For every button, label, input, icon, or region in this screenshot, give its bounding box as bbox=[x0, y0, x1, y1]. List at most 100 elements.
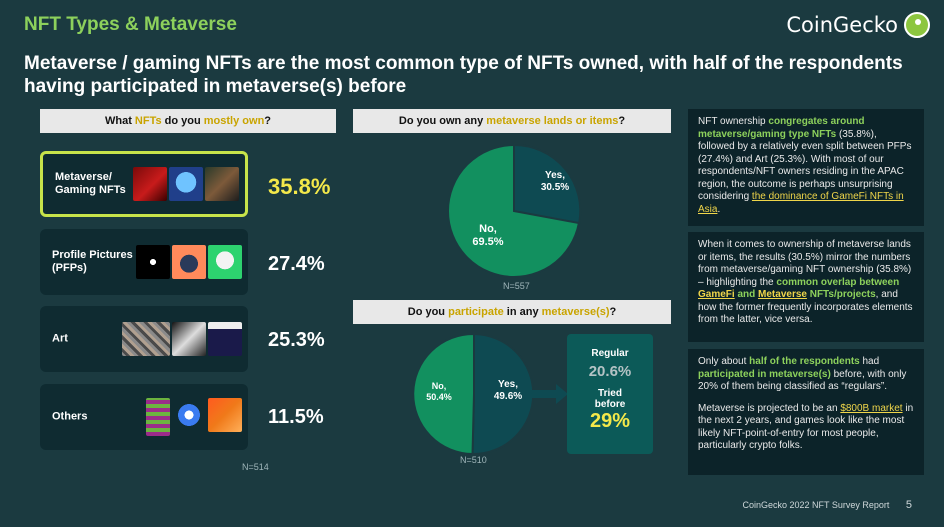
q-text: ? bbox=[264, 115, 272, 127]
headline: Metaverse / gaming NFTs are the most com… bbox=[24, 53, 903, 97]
highlight: and bbox=[734, 289, 759, 300]
nft-thumbnails bbox=[133, 167, 239, 201]
ens-logo-icon bbox=[172, 398, 206, 432]
black-cat-pfp-image bbox=[136, 245, 170, 279]
q-text: do you bbox=[161, 115, 204, 127]
nft-type-label: Profile Pictures (PFPs) bbox=[52, 249, 133, 274]
monochrome-art-image bbox=[172, 322, 206, 356]
nft-type-card-others: Others bbox=[40, 384, 248, 450]
label-text: No, bbox=[479, 223, 497, 235]
pie-no-label: No, 50.4% bbox=[418, 381, 460, 403]
sample-size-mid-bottom: N=510 bbox=[460, 455, 487, 465]
pct-art: 25.3% bbox=[268, 329, 325, 351]
label-value: 50.4% bbox=[426, 392, 452, 402]
collage-art-image bbox=[122, 322, 170, 356]
orange-nft-image bbox=[208, 398, 242, 432]
participation-pie-chart bbox=[412, 334, 535, 454]
metaverse-ownership-question: Do you own any metaverse lands or items? bbox=[353, 109, 671, 133]
q-text: ? bbox=[618, 115, 626, 127]
link-metaverse[interactable]: Metaverse bbox=[758, 289, 807, 300]
dark-scene-nft-image bbox=[205, 167, 239, 201]
pie-yes-label: Yes, 30.5% bbox=[530, 170, 580, 194]
text: , and how the former frequently incorpor… bbox=[698, 289, 913, 325]
green-pfp-image bbox=[208, 245, 242, 279]
ownership-pie-chart bbox=[447, 143, 582, 278]
footer: CoinGecko 2022 NFT Survey Report 5 bbox=[742, 499, 912, 511]
text: NFT ownership bbox=[698, 116, 769, 127]
text: had bbox=[859, 356, 880, 367]
highlight: NFTs/projects bbox=[806, 289, 876, 300]
label-value: 49.6% bbox=[493, 391, 523, 402]
arrow-right-icon bbox=[530, 384, 568, 404]
brand: CoinGecko bbox=[786, 12, 930, 38]
tried-value: 29% bbox=[589, 410, 631, 432]
nft-thumbnails bbox=[146, 398, 242, 436]
pct-others: 11.5% bbox=[268, 406, 324, 428]
nft-type-label: Art bbox=[52, 332, 68, 345]
text: before, with only 20% of them being clas… bbox=[698, 368, 907, 393]
highlight: congregates around metaverse/gaming type… bbox=[698, 116, 865, 140]
pie-no-label: No, 69.5% bbox=[458, 223, 518, 249]
text: Only about bbox=[698, 356, 750, 367]
highlight: common overlap between bbox=[776, 276, 900, 288]
pct-pfp: 27.4% bbox=[268, 253, 325, 275]
q-hl: participate bbox=[448, 306, 504, 318]
commentary-participation: Only about half of the respondents had p… bbox=[688, 349, 924, 475]
text: (35.8%), followed by a relatively even s… bbox=[698, 128, 912, 203]
link-800b-market[interactable]: $800B market bbox=[840, 402, 903, 414]
pie-yes-slice bbox=[513, 143, 582, 225]
brand-name: CoinGecko bbox=[786, 13, 898, 37]
q-text: ? bbox=[609, 306, 617, 318]
participation-breakdown: Regular 20.6% Tried before 29% bbox=[567, 334, 653, 454]
commentary-overlap: When it comes to ownership of metaverse … bbox=[688, 232, 924, 342]
footer-text: CoinGecko 2022 NFT Survey Report bbox=[742, 500, 890, 510]
tried-label: Tried before bbox=[594, 388, 626, 410]
gecko-logo-icon bbox=[904, 12, 930, 38]
q-hl: metaverse lands or items bbox=[486, 115, 619, 127]
q-text: Do you bbox=[407, 306, 449, 318]
nft-type-card-metaverse: Metaverse/ Gaming NFTs bbox=[40, 151, 248, 217]
q-hl: mostly own bbox=[203, 115, 265, 127]
red-gaming-nft-image bbox=[133, 167, 167, 201]
q-hl: metaverse(s) bbox=[541, 306, 610, 318]
q-text: Do you own any bbox=[398, 115, 487, 127]
highlight: participated in metaverse(s) bbox=[698, 368, 831, 380]
regular-label: Regular bbox=[591, 348, 629, 359]
nft-thumbnails bbox=[136, 245, 242, 279]
pie-no-slice bbox=[412, 334, 475, 454]
poster-art-image bbox=[208, 322, 242, 356]
pct-metaverse: 35.8% bbox=[268, 174, 331, 199]
penguin-pfp-image bbox=[172, 245, 206, 279]
nft-type-label: Metaverse/ Gaming NFTs bbox=[55, 171, 126, 196]
label-value: 30.5% bbox=[540, 182, 570, 193]
nft-thumbnails bbox=[122, 322, 242, 356]
q-text: in any bbox=[503, 306, 542, 318]
link-gamefi-asia[interactable]: the dominance of GameFi NFTs in Asia bbox=[698, 191, 904, 215]
label-value: 69.5% bbox=[472, 236, 504, 248]
sample-size-mid-top: N=557 bbox=[503, 281, 530, 291]
page-number: 5 bbox=[905, 499, 912, 511]
nft-type-card-art: Art bbox=[40, 306, 248, 372]
q-hl: NFTs bbox=[134, 115, 162, 127]
nft-type-label: Others bbox=[52, 410, 88, 423]
commentary-ownership: NFT ownership congregates around metaver… bbox=[688, 109, 924, 226]
sample-size-left: N=514 bbox=[242, 462, 269, 472]
link-gamefi[interactable]: GameFi bbox=[698, 289, 735, 300]
text: . bbox=[717, 203, 721, 215]
blue-creature-nft-image bbox=[169, 167, 203, 201]
q-text: What bbox=[104, 115, 135, 127]
text: Metaverse is projected to be an bbox=[698, 402, 841, 414]
pie-yes-label: Yes, 49.6% bbox=[484, 379, 532, 403]
section-title: NFT Types & Metaverse bbox=[24, 14, 237, 35]
text: When it comes to ownership of metaverse … bbox=[698, 239, 912, 288]
highlight: half of the respondents bbox=[749, 356, 860, 367]
nft-types-question: What NFTs do you mostly own? bbox=[40, 109, 336, 133]
label-text: Yes, bbox=[497, 379, 519, 390]
text: in the next 2 years, and games look like… bbox=[698, 402, 914, 452]
metaverse-participation-question: Do you participate in any metaverse(s)? bbox=[353, 300, 671, 324]
label-text: Yes, bbox=[544, 170, 566, 181]
nft-type-card-pfp: Profile Pictures (PFPs) bbox=[40, 229, 248, 295]
pattern-nft-image bbox=[146, 398, 170, 436]
label-text: No, bbox=[431, 381, 447, 391]
regular-value: 20.6% bbox=[588, 363, 632, 380]
